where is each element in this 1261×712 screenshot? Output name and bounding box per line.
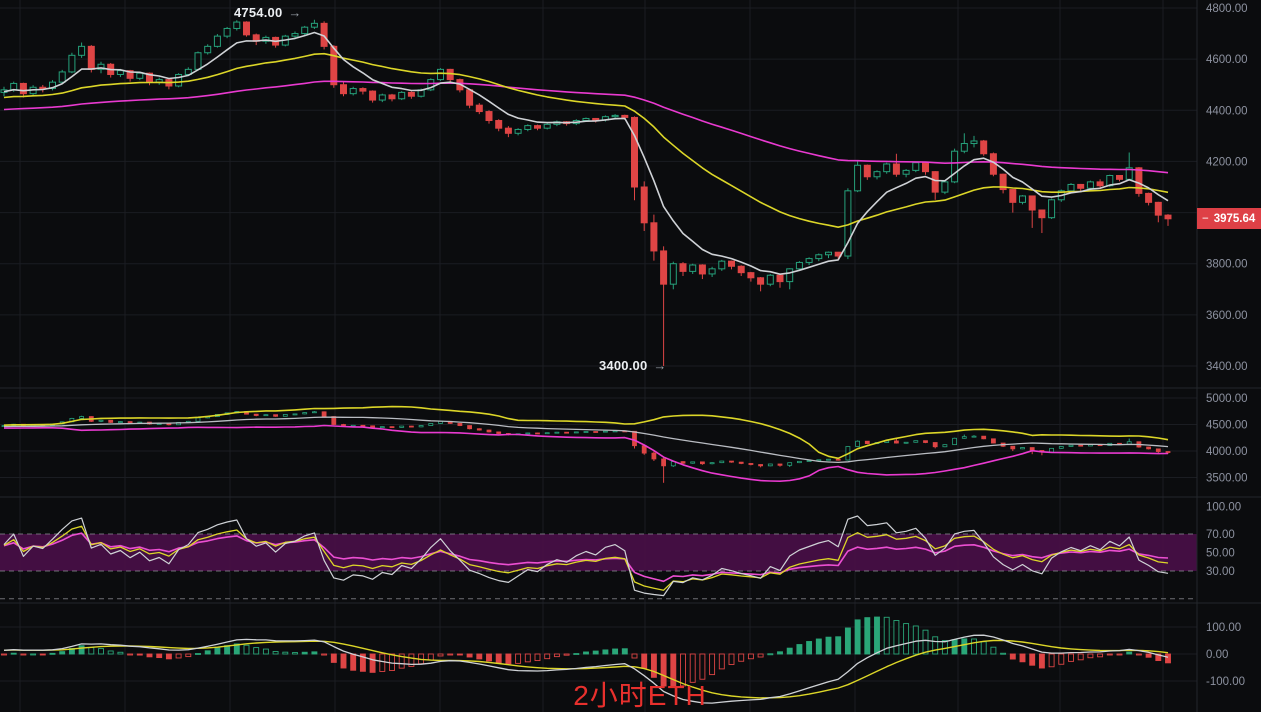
rsi24-line xyxy=(3,532,1169,583)
price-tick-dash: − xyxy=(1202,212,1209,225)
gridlines xyxy=(0,0,1197,712)
right-arrow-icon: → xyxy=(288,5,302,20)
axis-label: 100.00 xyxy=(1206,501,1241,513)
axis-label: 4800.00 xyxy=(1206,3,1248,15)
axis-label: 3400.00 xyxy=(1206,361,1248,373)
low-price-annotation: 3400.00 → xyxy=(599,358,667,373)
axis-label: -100.00 xyxy=(1206,676,1245,688)
rsi12-line xyxy=(3,525,1169,591)
ema90-line xyxy=(3,80,1169,174)
axis-label: 4400.00 xyxy=(1206,105,1248,117)
boll-basis-line xyxy=(3,416,1169,464)
axis-label: 5000.00 xyxy=(1206,393,1248,405)
last-price-value: 3975.64 xyxy=(1213,212,1256,225)
rsi-pane[interactable] xyxy=(0,515,1197,600)
high-price-annotation: 4754.00 → xyxy=(234,5,302,20)
axis-label: 70.00 xyxy=(1206,529,1235,541)
last-price-badge: − 3975.64 xyxy=(1197,208,1261,229)
axis-label: 4000.00 xyxy=(1206,446,1248,458)
overview-pane[interactable] xyxy=(1,405,1171,483)
axis-label: 4500.00 xyxy=(1206,420,1248,432)
axis-label: 3800.00 xyxy=(1206,259,1248,271)
symbol-timeframe-watermark: 2小时ETH xyxy=(573,680,707,711)
rsi6-line xyxy=(3,515,1169,597)
low-price-label: 3400.00 xyxy=(599,358,648,373)
price-pane[interactable] xyxy=(0,19,1172,366)
ema30-line xyxy=(3,52,1169,228)
axis-label: 100.00 xyxy=(1206,622,1241,634)
axis-label: 3600.00 xyxy=(1206,310,1248,322)
price-axis[interactable]: 4800.00 4600.00 4400.00 4200.00 4000.00 3800.… xyxy=(1206,3,1248,688)
boll-upper-line xyxy=(3,405,1169,460)
candlestick-series xyxy=(0,19,1172,366)
macd-dif-line xyxy=(3,634,1169,704)
high-price-label: 4754.00 xyxy=(234,5,283,20)
axis-label: 3500.00 xyxy=(1206,473,1248,485)
ema7-line xyxy=(3,31,1169,275)
macd-histogram xyxy=(1,616,1171,688)
right-arrow-icon: → xyxy=(653,358,667,373)
boll-lower-line xyxy=(4,424,1169,482)
axis-label: 30.00 xyxy=(1206,566,1235,578)
macd-pane[interactable] xyxy=(1,616,1171,704)
axis-label: 4600.00 xyxy=(1206,54,1248,66)
axis-label: 4200.00 xyxy=(1206,156,1248,168)
axis-label: 50.00 xyxy=(1206,548,1235,560)
axis-label: 0.00 xyxy=(1206,649,1228,661)
